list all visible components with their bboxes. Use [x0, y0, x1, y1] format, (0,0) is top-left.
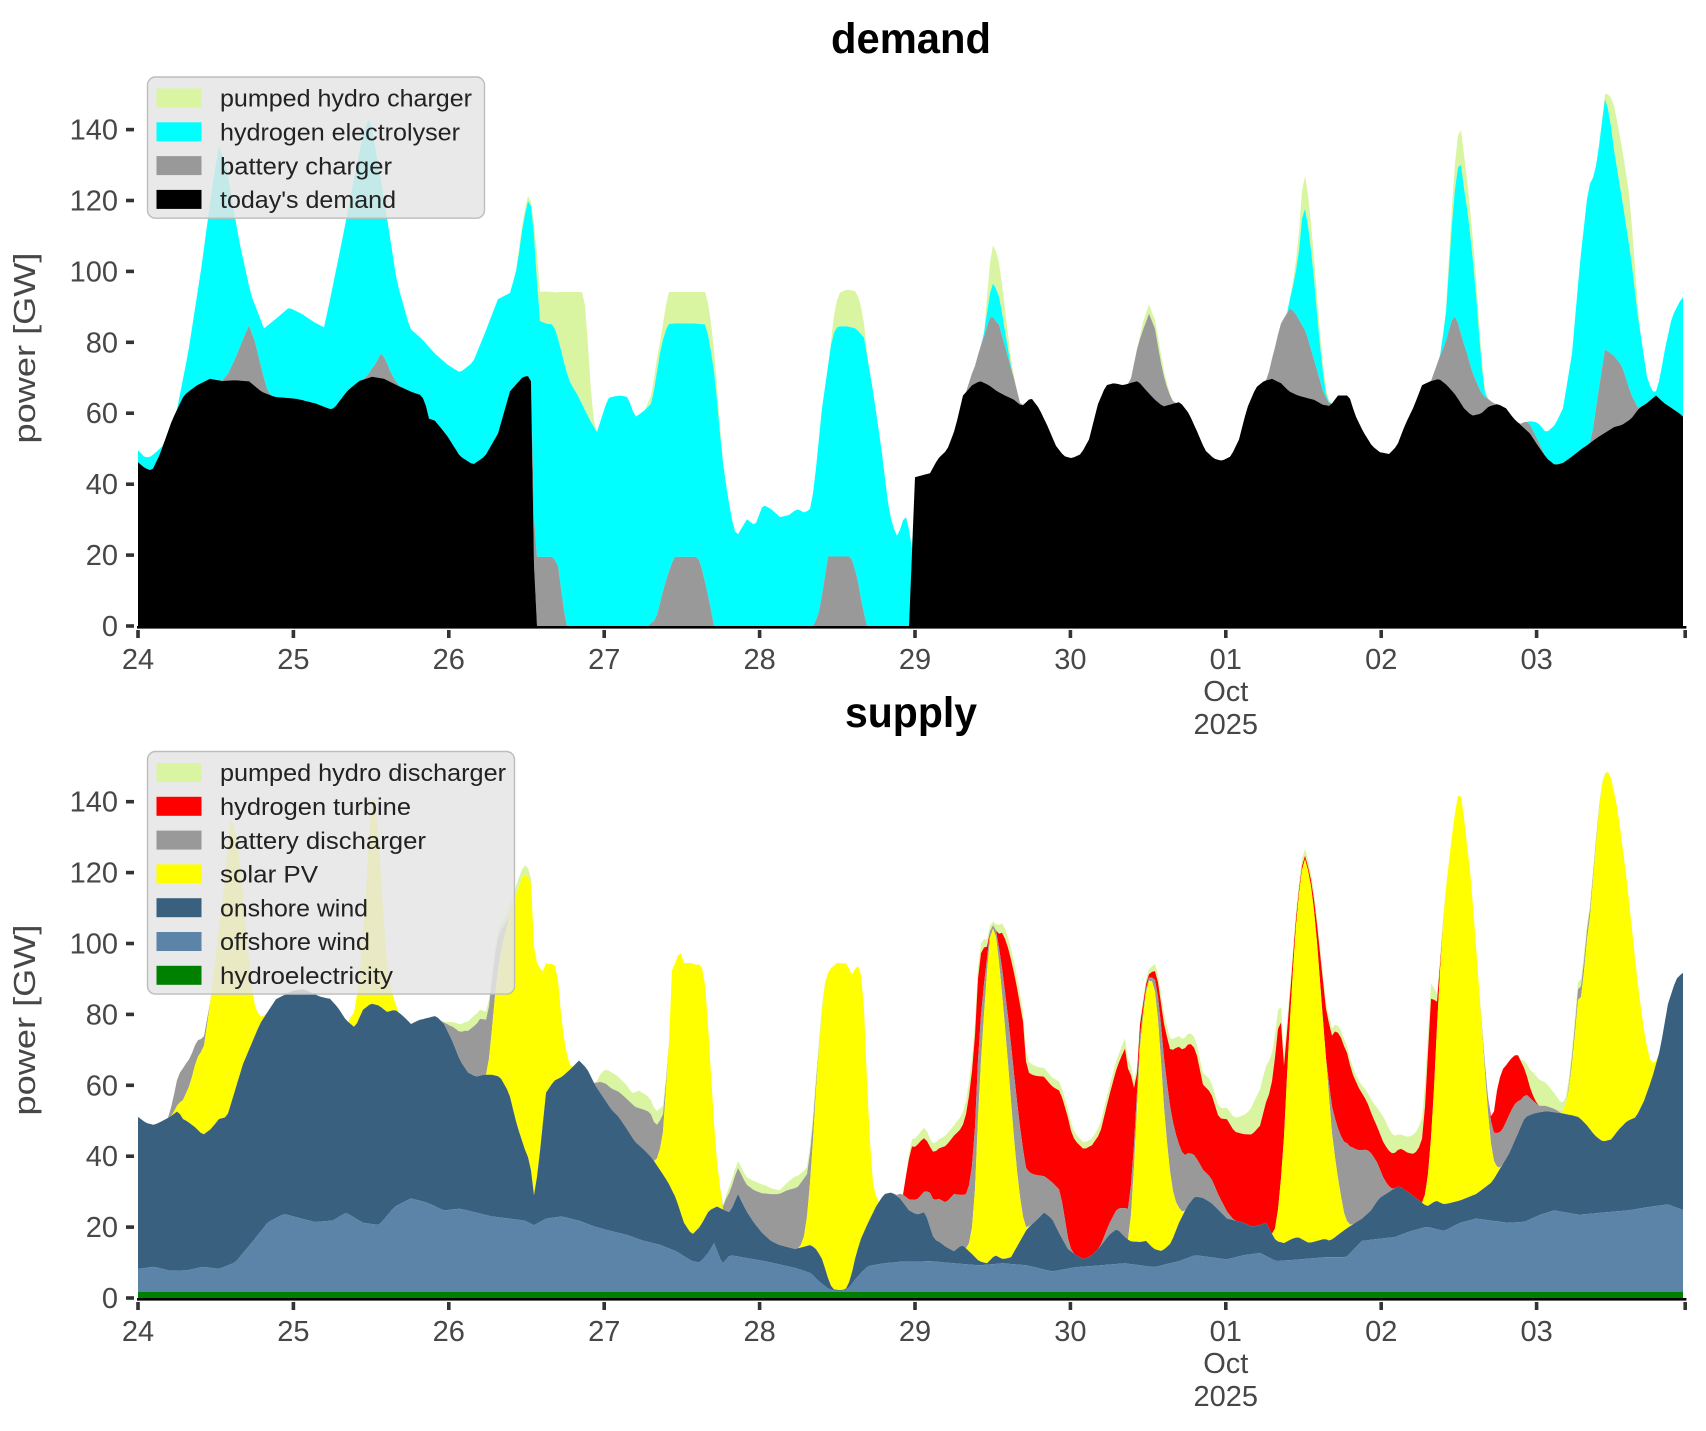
svg-text:30: 30 [1054, 1316, 1086, 1348]
svg-text:120: 120 [70, 186, 118, 218]
svg-text:onshore wind: onshore wind [220, 895, 368, 922]
svg-text:Oct: Oct [1203, 1348, 1248, 1380]
svg-text:80: 80 [86, 327, 118, 359]
svg-text:24: 24 [122, 644, 154, 676]
svg-text:28: 28 [743, 644, 775, 676]
svg-text:solar PV: solar PV [220, 862, 318, 889]
svg-text:40: 40 [86, 469, 118, 501]
svg-text:today's demand: today's demand [220, 187, 396, 214]
svg-text:hydrogen turbine: hydrogen turbine [220, 794, 411, 821]
svg-text:27: 27 [588, 644, 620, 676]
svg-text:hydroelectricity: hydroelectricity [220, 963, 393, 990]
svg-text:demand: demand [831, 15, 991, 63]
svg-text:80: 80 [86, 999, 118, 1031]
svg-text:power [GW]: power [GW] [7, 253, 42, 444]
svg-text:29: 29 [899, 1316, 931, 1348]
svg-text:0: 0 [102, 1283, 118, 1315]
svg-text:01: 01 [1210, 644, 1242, 676]
svg-text:26: 26 [433, 1316, 465, 1348]
svg-text:25: 25 [277, 1316, 309, 1348]
svg-text:03: 03 [1520, 1316, 1552, 1348]
svg-text:pumped hydro discharger: pumped hydro discharger [220, 760, 506, 787]
svg-text:30: 30 [1054, 644, 1086, 676]
svg-text:25: 25 [277, 644, 309, 676]
svg-text:power [GW]: power [GW] [7, 925, 42, 1116]
svg-text:2025: 2025 [1194, 709, 1259, 741]
svg-text:100: 100 [70, 929, 118, 961]
svg-text:hydrogen electrolyser: hydrogen electrolyser [220, 120, 460, 147]
svg-text:120: 120 [70, 858, 118, 890]
svg-text:battery discharger: battery discharger [220, 828, 426, 855]
svg-text:26: 26 [433, 644, 465, 676]
svg-text:28: 28 [743, 1316, 775, 1348]
svg-text:140: 140 [70, 115, 118, 147]
svg-text:03: 03 [1520, 644, 1552, 676]
svg-text:02: 02 [1365, 644, 1397, 676]
svg-text:supply: supply [845, 689, 977, 737]
svg-text:01: 01 [1210, 1316, 1242, 1348]
svg-text:100: 100 [70, 256, 118, 288]
svg-text:pumped hydro charger: pumped hydro charger [220, 86, 472, 113]
svg-text:Oct: Oct [1203, 676, 1248, 708]
svg-text:20: 20 [86, 540, 118, 572]
svg-text:battery charger: battery charger [220, 153, 392, 180]
svg-text:offshore wind: offshore wind [220, 929, 370, 956]
svg-text:24: 24 [122, 1316, 154, 1348]
svg-text:2025: 2025 [1194, 1381, 1259, 1413]
svg-text:140: 140 [70, 787, 118, 819]
svg-text:27: 27 [588, 1316, 620, 1348]
svg-text:60: 60 [86, 398, 118, 430]
svg-text:0: 0 [102, 611, 118, 643]
svg-text:02: 02 [1365, 1316, 1397, 1348]
svg-text:40: 40 [86, 1141, 118, 1173]
svg-text:60: 60 [86, 1070, 118, 1102]
svg-text:29: 29 [899, 644, 931, 676]
svg-text:20: 20 [86, 1212, 118, 1244]
